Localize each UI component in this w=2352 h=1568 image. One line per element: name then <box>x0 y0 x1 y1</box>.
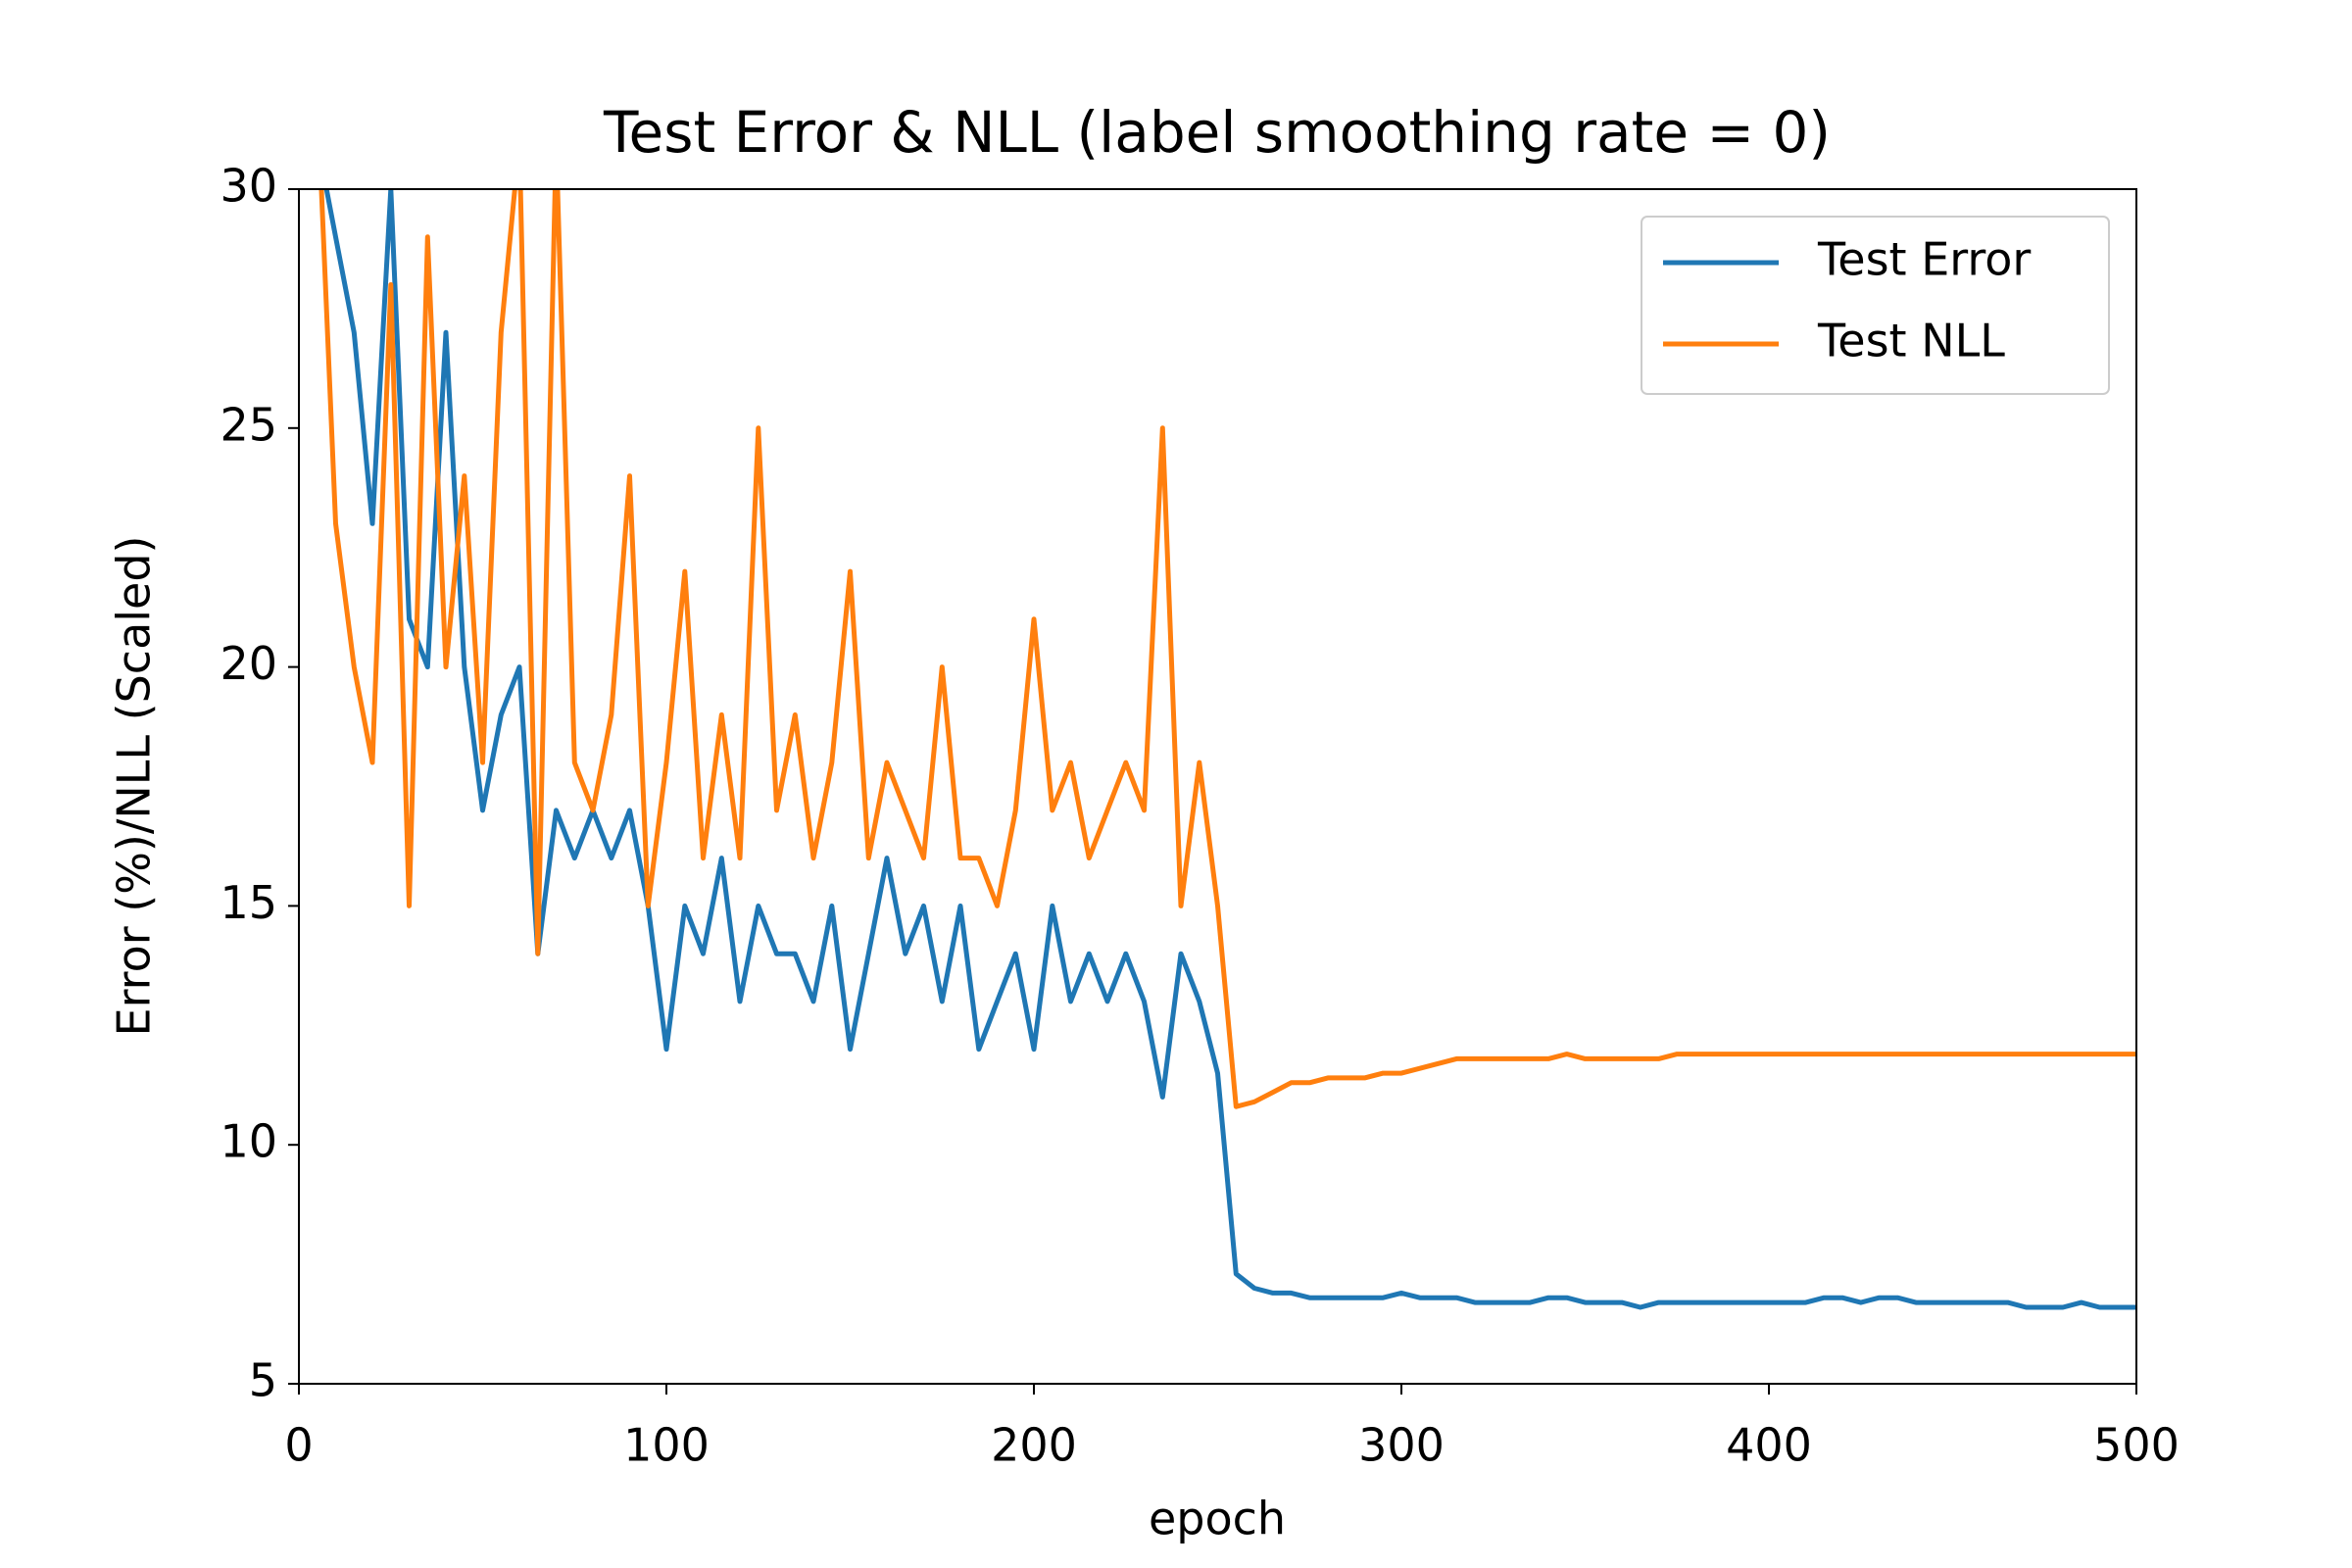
y-axis-label: Error (%)/NLL (Scaled) <box>108 536 161 1037</box>
y-tick-label: 5 <box>249 1354 277 1407</box>
legend-label: Test Error <box>1817 233 2031 286</box>
x-axis-label: epoch <box>1149 1493 1286 1545</box>
plot-frame <box>298 188 2137 1385</box>
x-tick-label: 100 <box>623 1419 710 1472</box>
y-tick-label: 15 <box>220 876 277 929</box>
y-tick-label: 30 <box>220 160 277 213</box>
x-tick-label: 200 <box>991 1419 1077 1472</box>
x-tick-label: 300 <box>1358 1419 1445 1472</box>
x-tick-label: 400 <box>1726 1419 1812 1472</box>
line-series <box>323 189 2136 1310</box>
y-tick-label: 25 <box>220 398 277 451</box>
x-tick-label: 0 <box>284 1419 313 1472</box>
line-series <box>318 189 2136 1109</box>
y-tick-label: 20 <box>220 637 277 690</box>
chart-title: Test Error & NLL (label smoothing rate =… <box>603 99 1831 166</box>
y-tick-label: 10 <box>220 1115 277 1168</box>
x-tick-label: 500 <box>2093 1419 2180 1472</box>
legend-label: Test NLL <box>1817 315 2005 368</box>
plot-area <box>318 189 2136 1310</box>
